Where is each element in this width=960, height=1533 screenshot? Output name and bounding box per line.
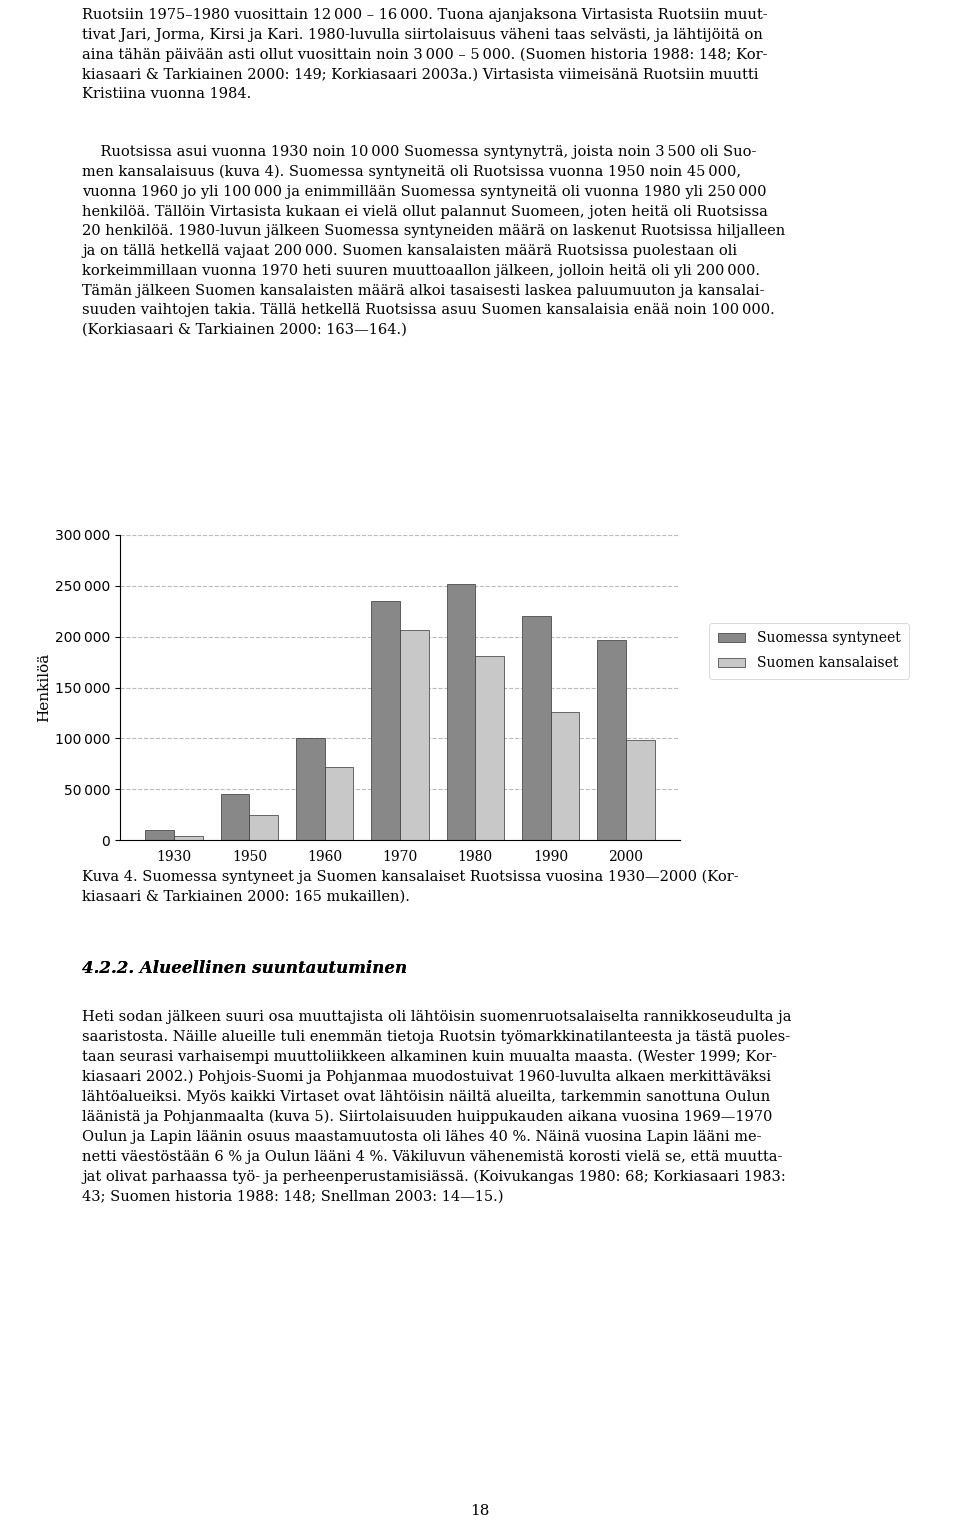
Bar [221, 794, 250, 840]
Bar [551, 711, 579, 840]
Bar [597, 639, 626, 840]
Bar [446, 584, 475, 840]
Bar [522, 616, 551, 840]
Bar [296, 739, 324, 840]
Bar [250, 814, 278, 840]
Bar [146, 829, 174, 840]
Text: Ruotsissa asui vuonna 1930 noin 10 000 Suomessa syntynytтä, joista noin 3 500 ol: Ruotsissa asui vuonna 1930 noin 10 000 S… [82, 146, 785, 337]
Bar [400, 630, 428, 840]
Text: 4.2.2. Alueellinen suuntautuminen: 4.2.2. Alueellinen suuntautuminen [82, 960, 407, 977]
Y-axis label: Henkilöä: Henkilöä [36, 653, 51, 722]
Text: Heti sodan jälkeen suuri osa muuttajista oli lähtöisin suomenruotsalaiselta rann: Heti sodan jälkeen suuri osa muuttajista… [82, 1010, 791, 1203]
Bar [626, 740, 655, 840]
Bar [324, 766, 353, 840]
Text: Ruotsiin 1975–1980 vuosittain 12 000 – 16 000. Tuona ajanjaksona Virtasista Ruot: Ruotsiin 1975–1980 vuosittain 12 000 – 1… [82, 8, 768, 101]
Bar [174, 837, 203, 840]
Bar [372, 601, 400, 840]
Legend: Suomessa syntyneet, Suomen kansalaiset: Suomessa syntyneet, Suomen kansalaiset [709, 622, 909, 679]
Bar [475, 656, 504, 840]
Text: 4.2.2. Alueellinen suuntautuminen: 4.2.2. Alueellinen suuntautuminen [82, 960, 407, 977]
Text: Kuva 4. Suomessa syntyneet ja Suomen kansalaiset Ruotsissa vuosina 1930—2000 (Ko: Kuva 4. Suomessa syntyneet ja Suomen kan… [82, 871, 738, 904]
Text: 18: 18 [470, 1504, 490, 1518]
